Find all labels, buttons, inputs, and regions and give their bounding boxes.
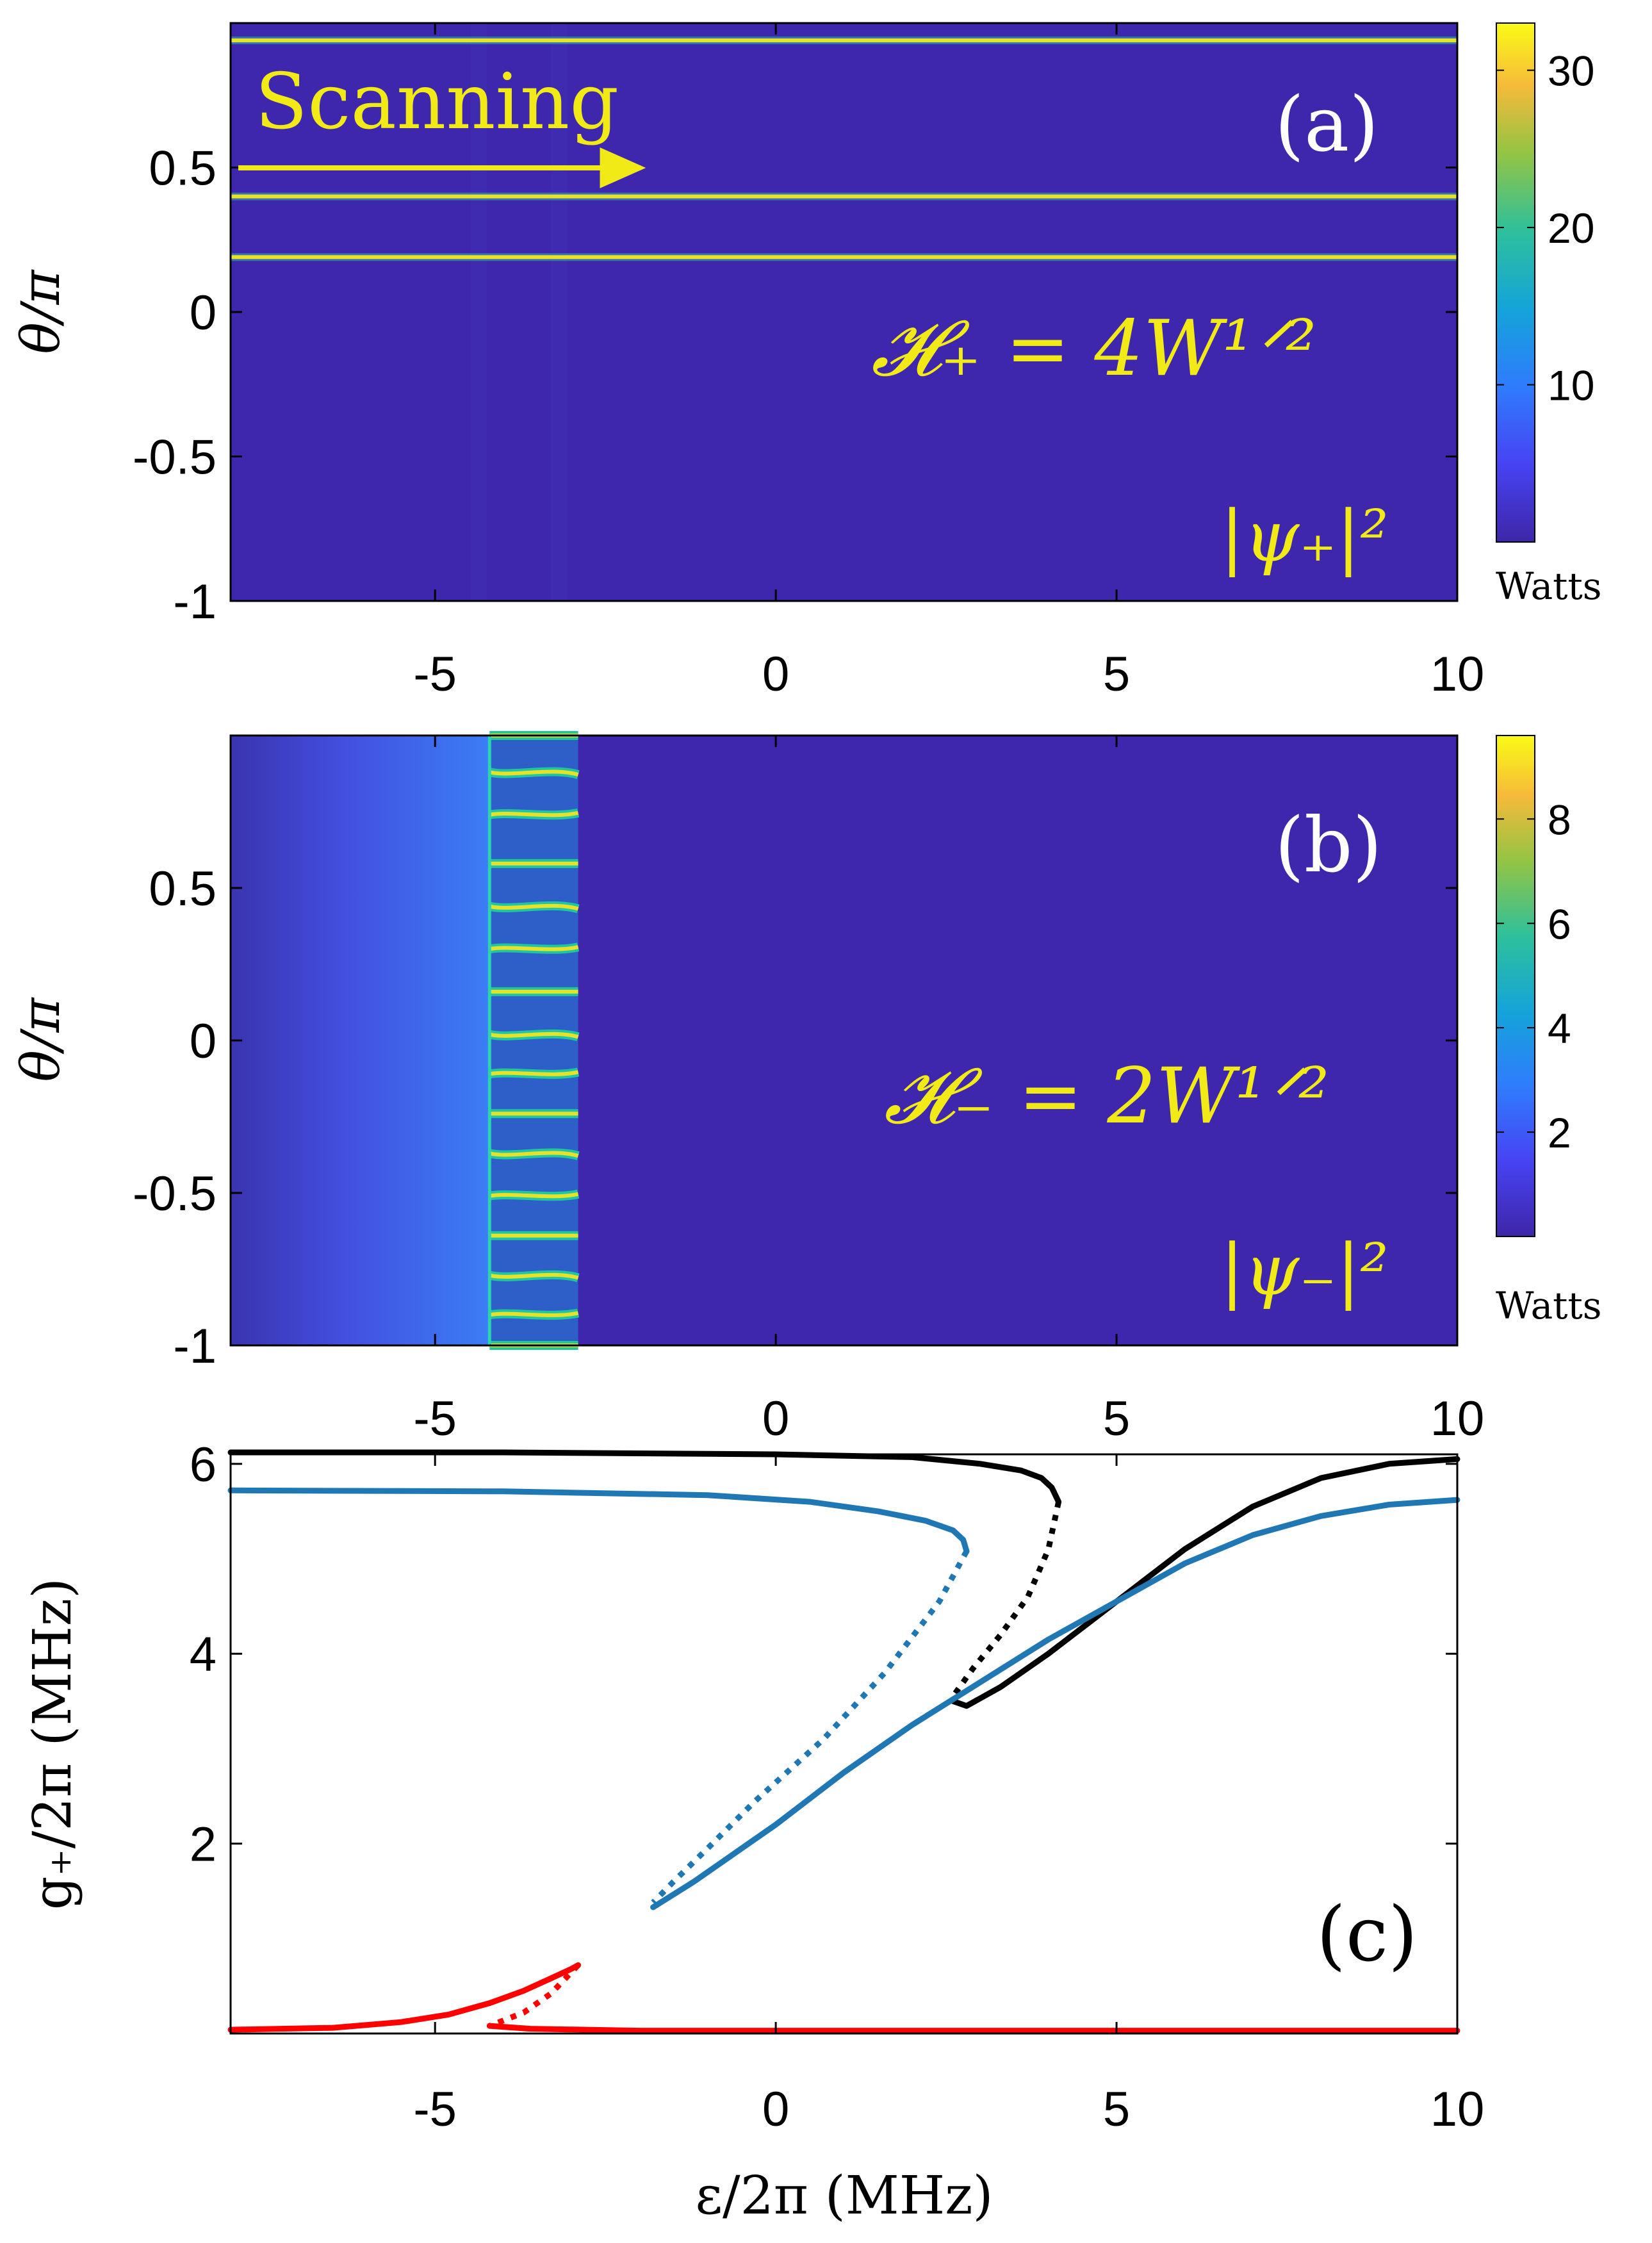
x-tick-label: 10 — [1430, 647, 1485, 702]
x-tick-label: 5 — [1103, 647, 1130, 702]
series-blue-unstable — [651, 1550, 969, 1905]
x-tick-label: 0 — [762, 647, 789, 702]
panel-a-label: (a) — [1275, 80, 1378, 168]
colorbar-tick-label: 8 — [1548, 796, 1571, 843]
series-red-stable-lower — [486, 2023, 1460, 2034]
panel-c-y-ticks: 6 4 2 — [190, 1438, 1457, 1872]
panel-c: 6 4 2 -5 0 5 10 (c) g₊/2π (MHz) ε/2π (MHz) — [22, 1438, 1484, 2226]
y-tick-label: 4 — [190, 1627, 217, 1682]
panel-b-colorbar — [1496, 735, 1535, 1237]
panel-b-pattern-line — [489, 1272, 579, 1280]
panel-c-frame — [229, 1453, 1459, 2035]
series-blue-stable-lower — [650, 1497, 1460, 1910]
panel-b-ylabel: θ/π — [11, 996, 72, 1081]
x-tick-label: -5 — [413, 2082, 457, 2137]
panel-b: 0.5 0 -0.5 -1 -5 0 5 10 (b) 𝓗₋ = 2W¹ᐟ² |ψ₋|² θ… — [11, 730, 1602, 1446]
panel-c-series — [227, 1449, 1460, 2034]
panel-a-bright-line — [231, 255, 1457, 259]
panel-a-y-ticks: 0.5 0 -0.5 -1 — [133, 142, 1457, 629]
panel-b-gradient-region — [231, 735, 490, 1345]
panel-a-faint-stripe — [551, 23, 567, 601]
panel-a-heatmap-background — [231, 23, 1457, 601]
colorbar-tick-label: 20 — [1548, 204, 1594, 252]
x-tick-label: 5 — [1103, 2082, 1130, 2137]
y-tick-label: 0.5 — [149, 142, 217, 196]
y-tick-label: -0.5 — [133, 431, 217, 485]
panel-b-y-ticks: 0.5 0 -0.5 -1 — [133, 862, 1457, 1374]
y-tick-label: 0 — [190, 286, 217, 340]
colorbar-tick-label: 10 — [1548, 362, 1594, 409]
series-black-unstable — [951, 1501, 1061, 1698]
colorbar-tick-label: 30 — [1548, 47, 1594, 95]
panel-a-faint-stripe — [471, 23, 487, 601]
panel-c-ylabel: g₊/2π (MHz) — [22, 1578, 83, 1910]
panel-b-pattern-line — [489, 1070, 579, 1076]
panel-b-pattern-line — [489, 1311, 579, 1317]
y-tick-label: 0 — [190, 1014, 217, 1069]
colorbar-tick-label: 2 — [1548, 1109, 1571, 1156]
panel-b-x-ticks: -5 0 5 10 — [413, 735, 1484, 1446]
x-tick-label: 0 — [762, 2082, 789, 2137]
y-tick-label: -1 — [173, 575, 217, 629]
y-tick-label: -1 — [173, 1319, 217, 1374]
panel-a-ylabel: θ/π — [11, 268, 72, 354]
series-black-stable-lower — [950, 1456, 1460, 1709]
x-tick-label: 0 — [762, 1392, 789, 1446]
panel-b-pattern-line — [489, 1151, 579, 1158]
panel-a-colorbar-ticks: 10 20 30 — [1496, 47, 1594, 409]
panel-b-pattern-line — [489, 1192, 579, 1199]
panel-a-field-label: |ψ₊|² — [1220, 495, 1389, 577]
x-tick-label: 10 — [1430, 1392, 1485, 1446]
x-tick-label: -5 — [413, 647, 457, 702]
panel-b-field-label: |ψ₋|² — [1220, 1229, 1389, 1311]
panel-b-label: (b) — [1275, 801, 1382, 889]
panel-a-colorbar-unit: Watts — [1496, 564, 1602, 608]
panel-b-pattern-line — [489, 945, 579, 951]
y-tick-label: -0.5 — [133, 1167, 217, 1221]
panel-c-plot-area — [231, 1454, 1457, 2033]
panel-b-pattern-line — [489, 810, 579, 818]
panel-c-label: (c) — [1316, 1890, 1418, 1978]
panel-a-colorbar — [1496, 22, 1535, 543]
x-tick-label: 5 — [1103, 1392, 1130, 1446]
panel-b-colorbar-ticks: 2 4 6 8 — [1496, 796, 1571, 1156]
colorbar-tick-label: 6 — [1548, 900, 1571, 948]
y-tick-label: 6 — [190, 1438, 217, 1492]
colorbar-tick-label: 4 — [1548, 1005, 1571, 1052]
series-blue-stable-upper — [227, 1487, 970, 1554]
series-red-unstable — [488, 1963, 580, 2029]
panel-a-bright-line — [231, 194, 1457, 199]
panel-b-pattern-region — [489, 735, 578, 1345]
y-tick-label: 2 — [190, 1818, 217, 1872]
panel-a-bright-line — [231, 38, 1457, 43]
panel-b-colorbar-unit: Watts — [1496, 1284, 1602, 1327]
panel-c-x-ticks: -5 0 5 10 — [413, 1454, 1484, 2137]
panel-a: 0.5 0 -0.5 -1 -5 0 5 10 Scanning (a) 𝓗₊ = 4W¹ᐟ… — [11, 22, 1602, 702]
panel-c-xlabel: ε/2π (MHz) — [696, 2165, 994, 2226]
x-tick-label: 10 — [1430, 2082, 1485, 2137]
series-red-stable-upper — [227, 1962, 582, 2033]
scanning-label: Scanning — [255, 58, 619, 147]
panel-b-pattern-line — [489, 769, 579, 777]
panel-b-h-annotation: 𝓗₋ = 2W¹ᐟ² — [884, 1052, 1329, 1141]
panel-a-bright-lines — [231, 37, 1457, 261]
panel-a-h-annotation: 𝓗₊ = 4W¹ᐟ² — [871, 304, 1316, 393]
panel-b-pattern-line — [489, 903, 579, 911]
series-black-stable-upper — [227, 1449, 1062, 1505]
panel-b-pattern-line — [489, 1031, 579, 1039]
x-tick-label: -5 — [413, 1392, 457, 1446]
y-tick-label: 0.5 — [149, 862, 217, 916]
panel-a-x-ticks: -5 0 5 10 — [413, 23, 1484, 702]
